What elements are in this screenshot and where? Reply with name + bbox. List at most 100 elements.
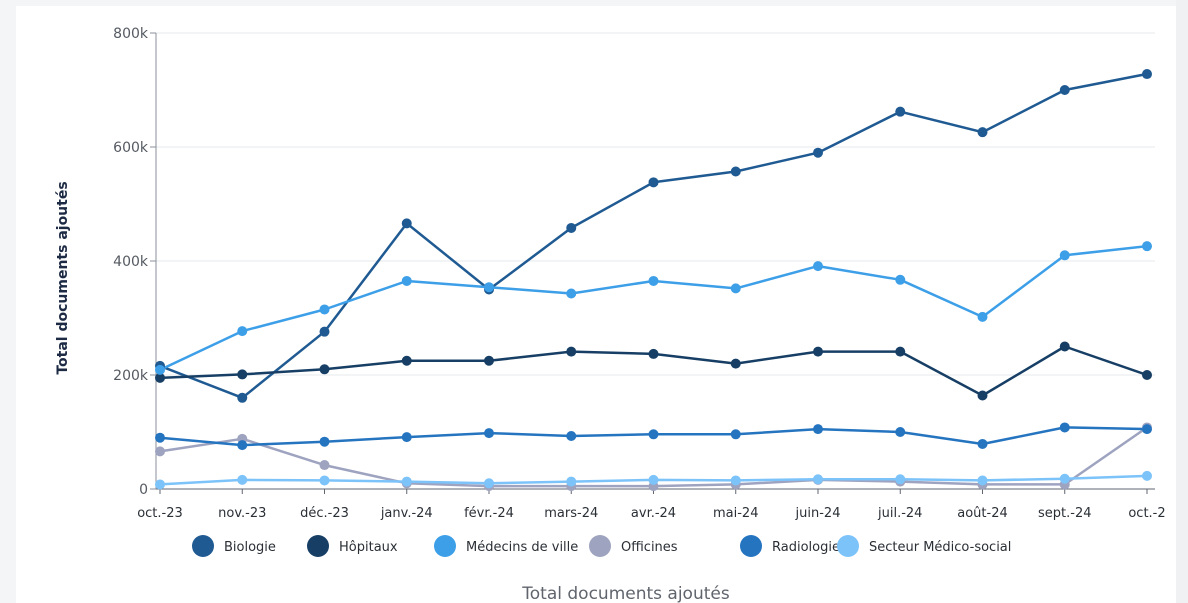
data-point[interactable]	[895, 274, 906, 285]
x-tick-label: mai-24	[713, 506, 758, 521]
x-tick-label: févr.-24	[464, 506, 514, 521]
legend[interactable]: Biologie Hôpitaux Médecins de ville Officin…	[192, 535, 1011, 557]
data-point[interactable]	[813, 346, 823, 357]
legend-item-1[interactable]: Hôpitaux	[307, 535, 398, 557]
legend-marker	[434, 535, 456, 557]
data-point[interactable]	[977, 311, 988, 322]
data-point[interactable]	[566, 288, 577, 299]
data-point[interactable]	[155, 372, 165, 383]
x-tick-label: oct.-23	[137, 506, 183, 521]
data-point[interactable]	[813, 424, 823, 435]
legend-label: Hôpitaux	[339, 540, 398, 555]
data-point[interactable]	[319, 326, 330, 337]
data-point[interactable]	[237, 440, 248, 451]
data-point[interactable]	[319, 364, 330, 375]
data-point[interactable]	[566, 430, 577, 441]
data-point[interactable]	[237, 474, 248, 485]
x-tick-label: janv.-24	[380, 506, 433, 521]
data-point[interactable]	[813, 147, 823, 158]
data-point[interactable]	[895, 346, 906, 357]
data-point[interactable]	[1142, 470, 1152, 481]
data-point[interactable]	[484, 355, 494, 366]
data-point[interactable]	[1142, 370, 1152, 380]
data-point[interactable]	[1142, 241, 1152, 252]
data-point[interactable]	[730, 429, 741, 440]
data-point[interactable]	[895, 427, 906, 437]
legend-label: Secteur Médico-social	[869, 540, 1011, 555]
data-point[interactable]	[401, 218, 412, 229]
data-point[interactable]	[1059, 473, 1070, 484]
data-point[interactable]	[319, 304, 330, 315]
legend-marker	[192, 535, 214, 557]
data-point[interactable]	[401, 432, 412, 443]
x-tick-label: mars-24	[544, 506, 598, 521]
data-point[interactable]	[155, 479, 165, 490]
data-point[interactable]	[895, 474, 906, 485]
data-point[interactable]	[895, 106, 906, 117]
legend-item-2[interactable]: Médecins de ville	[434, 535, 578, 557]
legend-item-5[interactable]: Secteur Médico-social	[837, 535, 1011, 557]
data-point[interactable]	[977, 438, 988, 449]
data-point[interactable]	[155, 446, 165, 457]
data-point[interactable]	[730, 358, 741, 369]
data-point[interactable]	[648, 429, 659, 440]
data-point[interactable]	[566, 476, 577, 487]
chart-caption: Total documents ajoutés	[521, 584, 730, 603]
data-point[interactable]	[1059, 422, 1070, 433]
vertical-scrollbar[interactable]	[1176, 0, 1188, 603]
data-point[interactable]	[730, 283, 741, 294]
data-point[interactable]	[401, 476, 412, 487]
series-points	[155, 69, 1152, 492]
data-point[interactable]	[484, 428, 494, 439]
data-point[interactable]	[1059, 250, 1070, 261]
legend-label: Biologie	[224, 540, 276, 555]
x-tick-label: juil.-24	[877, 506, 922, 521]
data-point[interactable]	[730, 166, 741, 177]
legend-marker	[589, 535, 611, 557]
x-tick-labels: oct.-23 nov.-23 déc.-23 janv.-24 févr.-24 mar…	[137, 489, 1166, 521]
data-point[interactable]	[648, 275, 659, 286]
legend-item-0[interactable]: Biologie	[192, 535, 276, 557]
data-point[interactable]	[237, 392, 248, 403]
data-point[interactable]	[648, 177, 659, 188]
legend-label: Médecins de ville	[466, 540, 578, 555]
data-point[interactable]	[648, 474, 659, 485]
data-point[interactable]	[813, 474, 823, 485]
data-point[interactable]	[1142, 424, 1152, 435]
data-point[interactable]	[566, 222, 577, 233]
x-tick-label: oct.-2	[1128, 506, 1165, 521]
data-point[interactable]	[484, 478, 494, 489]
x-tick-label: nov.-23	[218, 506, 266, 521]
data-point[interactable]	[1059, 341, 1070, 352]
legend-item-3[interactable]: Officines	[589, 535, 678, 557]
data-point[interactable]	[237, 326, 248, 337]
data-point[interactable]	[401, 275, 412, 286]
data-point[interactable]	[1142, 69, 1152, 80]
data-point[interactable]	[155, 432, 165, 443]
data-point[interactable]	[237, 369, 248, 380]
y-tick-label: 800k	[113, 26, 149, 42]
data-point[interactable]	[401, 355, 412, 366]
legend-item-4[interactable]: Radiologie	[740, 535, 840, 557]
data-point[interactable]	[319, 475, 330, 486]
data-point[interactable]	[977, 127, 988, 138]
data-point[interactable]	[977, 390, 988, 401]
x-tick-label: sept.-24	[1038, 506, 1092, 521]
legend-label: Radiologie	[772, 540, 840, 555]
data-point[interactable]	[566, 346, 577, 357]
x-tick-label: avr.-24	[631, 506, 676, 521]
data-point[interactable]	[155, 364, 165, 375]
x-tick-label: juin-24	[795, 506, 841, 521]
y-tick-label: 200k	[113, 368, 149, 384]
data-point[interactable]	[977, 475, 988, 486]
grid-lines	[156, 32, 1155, 376]
data-point[interactable]	[1059, 85, 1070, 95]
data-point[interactable]	[813, 261, 823, 272]
legend-marker	[307, 535, 329, 557]
data-point[interactable]	[484, 282, 494, 293]
y-axis-label: Total documents ajoutés	[55, 181, 71, 374]
data-point[interactable]	[730, 475, 741, 486]
data-point[interactable]	[648, 348, 659, 359]
data-point[interactable]	[319, 436, 330, 447]
data-point[interactable]	[319, 460, 330, 471]
